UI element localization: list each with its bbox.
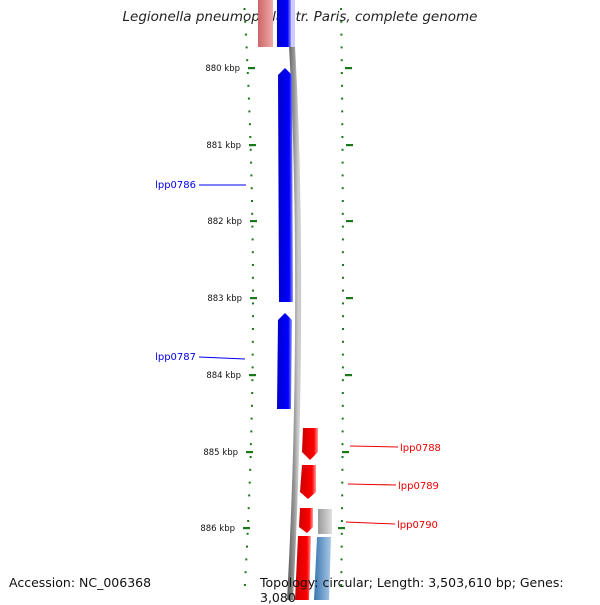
gene-labels: lpp0786 lpp0787 lpp0788 lpp0789 lpp0790 — [155, 180, 441, 531]
map-title: Legionella pneumophila str. Paris, compl… — [122, 9, 478, 25]
outer-dotted-ring — [340, 8, 344, 586]
gene-arrow-lpp0788 — [302, 428, 318, 460]
tick-mark — [249, 374, 256, 377]
gene-leader-line — [349, 445, 399, 448]
genome-backbone — [286, 0, 302, 600]
tick-mark-outer — [345, 374, 352, 377]
tick-label: 884 kbp — [206, 371, 241, 381]
feature-red-bottom — [295, 536, 311, 600]
tick-label: 886 kbp — [200, 524, 235, 534]
tick-label: 885 kbp — [203, 448, 238, 458]
feature-blue-top — [277, 0, 291, 47]
gene-label-lpp0789: lpp0789 — [398, 481, 439, 492]
tick-mark — [250, 220, 257, 223]
gene-arrow-lpp0789 — [300, 465, 316, 499]
gene-label-lpp0790: lpp0790 — [397, 520, 438, 531]
feature-blue-top-edge — [291, 0, 295, 47]
tick-mark-outer — [345, 67, 352, 70]
tick-mark-outer — [338, 527, 345, 530]
tick-label: 881 kbp — [206, 141, 241, 151]
feature-steelblue-bottom — [314, 537, 331, 600]
gene-label-lpp0786: lpp0786 — [155, 180, 196, 191]
topology-text: Topology: circular; Length: 3,503,610 bp… — [260, 575, 564, 605]
feature-grey-lpp0790 — [318, 509, 332, 534]
tick-mark — [243, 527, 250, 530]
kbp-ticks: 880 kbp 881 kbp 882 kbp 883 kbp 884 kbp 885 k… — [200, 64, 353, 534]
gene-leader-line — [347, 483, 397, 486]
gene-label-lpp0788: lpp0788 — [400, 443, 441, 454]
tick-mark-outer — [346, 144, 353, 147]
tick-mark-outer — [346, 220, 353, 223]
gene-arrow-lpp0787 — [277, 313, 292, 409]
tick-label: 880 kbp — [205, 64, 240, 74]
inner-dotted-ring — [243, 8, 254, 586]
tick-label: 883 kbp — [207, 294, 242, 304]
gene-arrow-lpp0786 — [278, 68, 293, 302]
tick-mark — [250, 297, 257, 300]
gene-label-lpp0787: lpp0787 — [155, 352, 196, 363]
gene-arrow-lpp0790 — [299, 508, 313, 533]
gene-leader-line — [198, 356, 246, 360]
tick-label: 882 kbp — [207, 217, 242, 227]
feature-pink-top — [258, 0, 273, 47]
tick-mark — [248, 67, 255, 70]
gene-leader-line — [345, 521, 396, 525]
tick-mark-outer — [342, 451, 349, 454]
tick-mark — [246, 451, 253, 454]
accession-text: Accession: NC_006368 — [9, 575, 152, 590]
tick-mark — [249, 144, 256, 147]
tick-mark-outer — [346, 297, 353, 300]
